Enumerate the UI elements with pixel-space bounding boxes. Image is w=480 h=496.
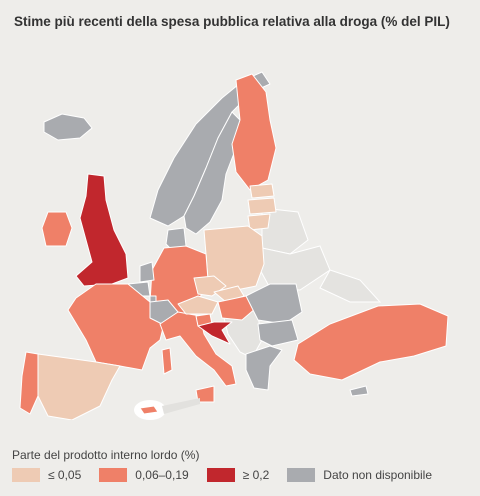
sicily-region: [195, 385, 215, 403]
legend-swatch-low: [12, 468, 40, 482]
legend-label-mid: 0,06–0,19: [135, 468, 189, 482]
turkey-region: [293, 303, 449, 381]
legend-title: Parte del prodotto interno lordo (%): [12, 448, 200, 462]
malta-inset-pointer: [162, 398, 200, 414]
uk-region: [75, 173, 129, 287]
cyprus-region: [349, 385, 369, 397]
malta-region: [139, 405, 159, 415]
hungary-region: [217, 295, 257, 321]
sardinia-region: [161, 347, 173, 375]
legend-label-high: ≥ 0,2: [242, 468, 270, 482]
latvia-region: [247, 197, 277, 215]
portugal-region: [19, 351, 39, 415]
legend-label-low: ≤ 0,05: [48, 468, 82, 482]
austria-region: [177, 295, 219, 315]
iceland-region: [43, 113, 93, 141]
ukraine-region: [257, 245, 331, 291]
legend-item-low: ≤ 0,05: [12, 468, 81, 482]
legend-swatch-none: [287, 468, 316, 482]
greece-region: [245, 345, 283, 391]
legend-item-mid: 0,06–0,19: [99, 468, 189, 482]
lithuania-region: [247, 213, 271, 231]
legend-swatch-high: [206, 468, 235, 482]
map-title: Stime più recenti della spesa pubblica r…: [14, 14, 450, 29]
europe-map: [19, 71, 449, 420]
netherlands-region: [139, 261, 155, 283]
legend-swatch-mid: [99, 468, 128, 482]
bulgaria-region: [257, 319, 299, 347]
romania-region: [245, 283, 303, 325]
finland-region: [231, 73, 277, 191]
estonia-region: [249, 183, 275, 199]
legend-label-none: Dato non disponibile: [323, 468, 433, 482]
ireland-region: [41, 211, 73, 247]
legend: ≤ 0,05 0,06–0,19 ≥ 0,2 Dato non disponib…: [12, 466, 450, 484]
anatolia-north-region: [319, 269, 382, 303]
legend-item-high: ≥ 0,2: [206, 468, 270, 482]
legend-item-none: Dato non disponibile: [287, 468, 432, 482]
croatia-region: [197, 321, 233, 345]
spain-region: [37, 353, 121, 420]
